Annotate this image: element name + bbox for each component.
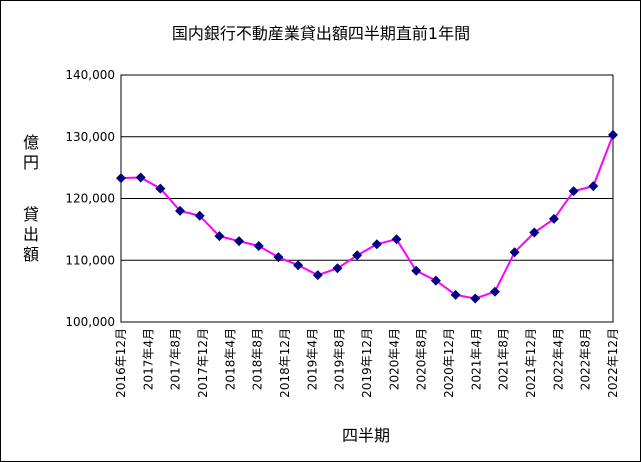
data-point (135, 172, 146, 183)
x-tick-label: 2017年12月 (196, 328, 210, 398)
data-point (194, 210, 205, 221)
y-tick-label: 100,000 (65, 315, 115, 329)
x-tick-label: 2022年8月 (579, 328, 593, 390)
data-point (608, 129, 618, 140)
data-point (489, 286, 500, 297)
data-point (548, 213, 559, 224)
x-tick-label: 2018年8月 (251, 328, 265, 390)
data-point (312, 270, 323, 281)
y-axis-label: 貸出額 (23, 205, 39, 264)
y-tick-labels: 100,000 110,000 120,000 130,000 140,000 (65, 68, 115, 329)
y-tick-label: 130,000 (65, 130, 115, 144)
x-tick-label: 2019年4月 (305, 328, 319, 390)
data-point (332, 263, 343, 274)
x-tick-label: 2022年4月 (551, 328, 565, 390)
axis-label-char: 億 (23, 133, 39, 152)
data-point (391, 234, 402, 245)
axis-label-char: 出 (23, 225, 39, 244)
data-point (352, 250, 363, 261)
data-point (293, 260, 304, 271)
data-point (568, 186, 579, 197)
x-tick-label: 2021年4月 (469, 328, 483, 390)
y-tick-label: 140,000 (65, 68, 115, 82)
data-point (450, 289, 461, 300)
x-tick-labels: 2016年12月 2017年4月 2017年8月 2017年12月 2018年4月 201… (114, 328, 620, 398)
x-axis-title: 四半期 (342, 426, 390, 445)
axis-label-char: 貸 (23, 205, 39, 224)
y-axis-unit: 億円 (23, 133, 39, 172)
x-tick-label: 2021年8月 (497, 328, 511, 390)
plot-area (120, 74, 614, 323)
data-point (411, 265, 422, 276)
chart-title: 国内銀行不動産業貸出額四半期直前1年間 (172, 24, 470, 43)
data-point (430, 275, 441, 286)
data-point (588, 181, 599, 192)
x-tick-label: 2020年8月 (415, 328, 429, 390)
data-point (529, 227, 540, 238)
x-tick-label: 2020年4月 (387, 328, 401, 390)
x-tick-label: 2019年12月 (360, 328, 374, 398)
gridlines (121, 74, 613, 323)
x-tick-label: 2019年8月 (333, 328, 347, 390)
x-tick-label: 2018年12月 (278, 328, 292, 398)
data-point (273, 252, 284, 263)
data-point (214, 231, 225, 242)
axis-label-char: 額 (23, 245, 39, 264)
data-point (470, 293, 481, 304)
x-tick-label: 2017年4月 (141, 328, 155, 390)
data-point (175, 205, 186, 216)
axis-label-char: 円 (23, 153, 39, 172)
data-point (155, 183, 166, 194)
x-tick-label: 2017年8月 (169, 328, 183, 390)
y-tick-label: 120,000 (65, 192, 115, 206)
data-point (371, 239, 382, 250)
x-tick-label: 2016年12月 (114, 328, 128, 398)
series-markers (116, 129, 618, 304)
x-tick-label: 2020年12月 (442, 328, 456, 398)
x-tick-label: 2018年4月 (223, 328, 237, 390)
x-tick-label: 2022年12月 (606, 328, 620, 398)
data-point (116, 173, 126, 184)
series-line (120, 134, 614, 300)
data-point (234, 236, 245, 247)
data-point (253, 241, 264, 252)
y-tick-label: 110,000 (65, 253, 115, 267)
x-tick-label: 2021年12月 (524, 328, 538, 398)
